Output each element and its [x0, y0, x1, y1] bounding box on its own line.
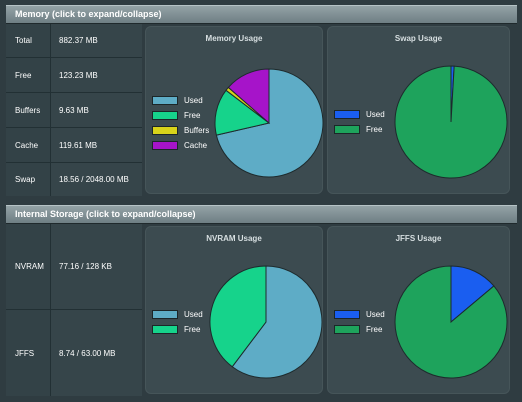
stat-value: 119.61 MB [59, 140, 98, 150]
legend-item-free: Free [334, 322, 385, 337]
legend-label: Used [366, 110, 385, 119]
nvram-usage-panel: NVRAM Usage Used Free [145, 226, 323, 394]
nvram-usage-title: NVRAM Usage [206, 234, 262, 243]
memory-stats-table: Total 882.37 MB Free 123.23 MB Buffers 9… [6, 24, 142, 196]
stat-value: 8.74 / 63.00 MB [59, 348, 116, 358]
stat-row-nvram: NVRAM 77.16 / 128 KB [6, 224, 142, 310]
free-slice [394, 265, 508, 379]
legend-label: Cache [184, 141, 208, 150]
swap-usage-title: Swap Usage [394, 34, 443, 43]
nvram-usage-legend: Used Free [152, 307, 203, 337]
stat-row-free: Free 123.23 MB [6, 58, 142, 93]
legend-swatch [152, 325, 178, 334]
memory-usage-title: Memory Usage [205, 34, 263, 43]
legend-swatch [334, 325, 360, 334]
storage-stats-table: NVRAM 77.16 / 128 KB JFFS 8.74 / 63.00 M… [6, 224, 142, 396]
memory-usage-pie [214, 68, 324, 178]
stat-label: Buffers [6, 93, 51, 127]
memory-usage-panel: Memory Usage Used Free Buffers Cache [145, 26, 324, 194]
legend-item-used: Used [334, 107, 385, 122]
legend-item-free: Free [334, 122, 385, 137]
legend-label: Free [366, 125, 383, 134]
legend-label: Free [184, 111, 201, 120]
stat-row-cache: Cache 119.61 MB [6, 128, 142, 163]
stat-row-jffs: JFFS 8.74 / 63.00 MB [6, 310, 142, 396]
stat-value: 9.63 MB [59, 105, 89, 115]
swap-usage-legend: Used Free [334, 107, 385, 137]
free-slice [394, 65, 508, 179]
stat-value: 882.37 MB [59, 36, 98, 45]
stat-label: NVRAM [6, 224, 51, 309]
stat-value: 123.23 MB [59, 70, 98, 80]
stat-row-total: Total 882.37 MB [6, 24, 142, 58]
stat-value: 18.56 / 2048.00 MB [59, 175, 129, 184]
jffs-usage-legend: Used Free [334, 307, 385, 337]
stat-label: Swap [6, 163, 51, 196]
swap-usage-panel: Swap Usage Used Free [327, 26, 510, 194]
legend-label: Used [184, 310, 203, 319]
legend-item-free: Free [152, 108, 209, 123]
stat-label: Cache [6, 128, 51, 162]
stat-label: JFFS [6, 310, 51, 396]
legend-label: Free [366, 325, 383, 334]
jffs-usage-panel: JFFS Usage Used Free [327, 226, 510, 394]
memory-usage-legend: Used Free Buffers Cache [152, 93, 209, 153]
stat-value: 77.16 / 128 KB [59, 262, 112, 271]
stat-row-swap: Swap 18.56 / 2048.00 MB [6, 163, 142, 196]
nvram-usage-pie [209, 265, 323, 379]
legend-label: Used [366, 310, 385, 319]
stat-label: Total [6, 24, 51, 57]
legend-item-used: Used [152, 307, 203, 322]
jffs-usage-pie [394, 265, 508, 379]
legend-label: Buffers [184, 126, 210, 135]
legend-label: Free [184, 325, 201, 334]
jffs-usage-title: JFFS Usage [395, 234, 442, 243]
legend-item-buffers: Buffers [152, 123, 209, 138]
used-slice [231, 265, 323, 379]
memory-section-header[interactable]: Memory (click to expand/collapse) [6, 5, 517, 24]
stat-label: Free [6, 58, 51, 92]
stat-row-buffers: Buffers 9.63 MB [6, 93, 142, 128]
legend-swatch [152, 111, 178, 120]
legend-swatch [152, 96, 178, 105]
storage-section-header[interactable]: Internal Storage (click to expand/collap… [6, 205, 517, 224]
legend-item-used: Used [152, 93, 209, 108]
legend-swatch [334, 310, 360, 319]
cache-slice [227, 68, 270, 125]
free-slice [209, 265, 267, 368]
legend-swatch [152, 141, 178, 150]
legend-item-free: Free [152, 322, 203, 337]
legend-swatch [334, 125, 360, 134]
legend-swatch [334, 110, 360, 119]
legend-swatch [152, 126, 178, 135]
legend-swatch [152, 310, 178, 319]
legend-item-used: Used [334, 307, 385, 322]
swap-usage-pie [394, 65, 508, 179]
legend-item-cache: Cache [152, 138, 209, 153]
legend-label: Used [184, 96, 203, 105]
